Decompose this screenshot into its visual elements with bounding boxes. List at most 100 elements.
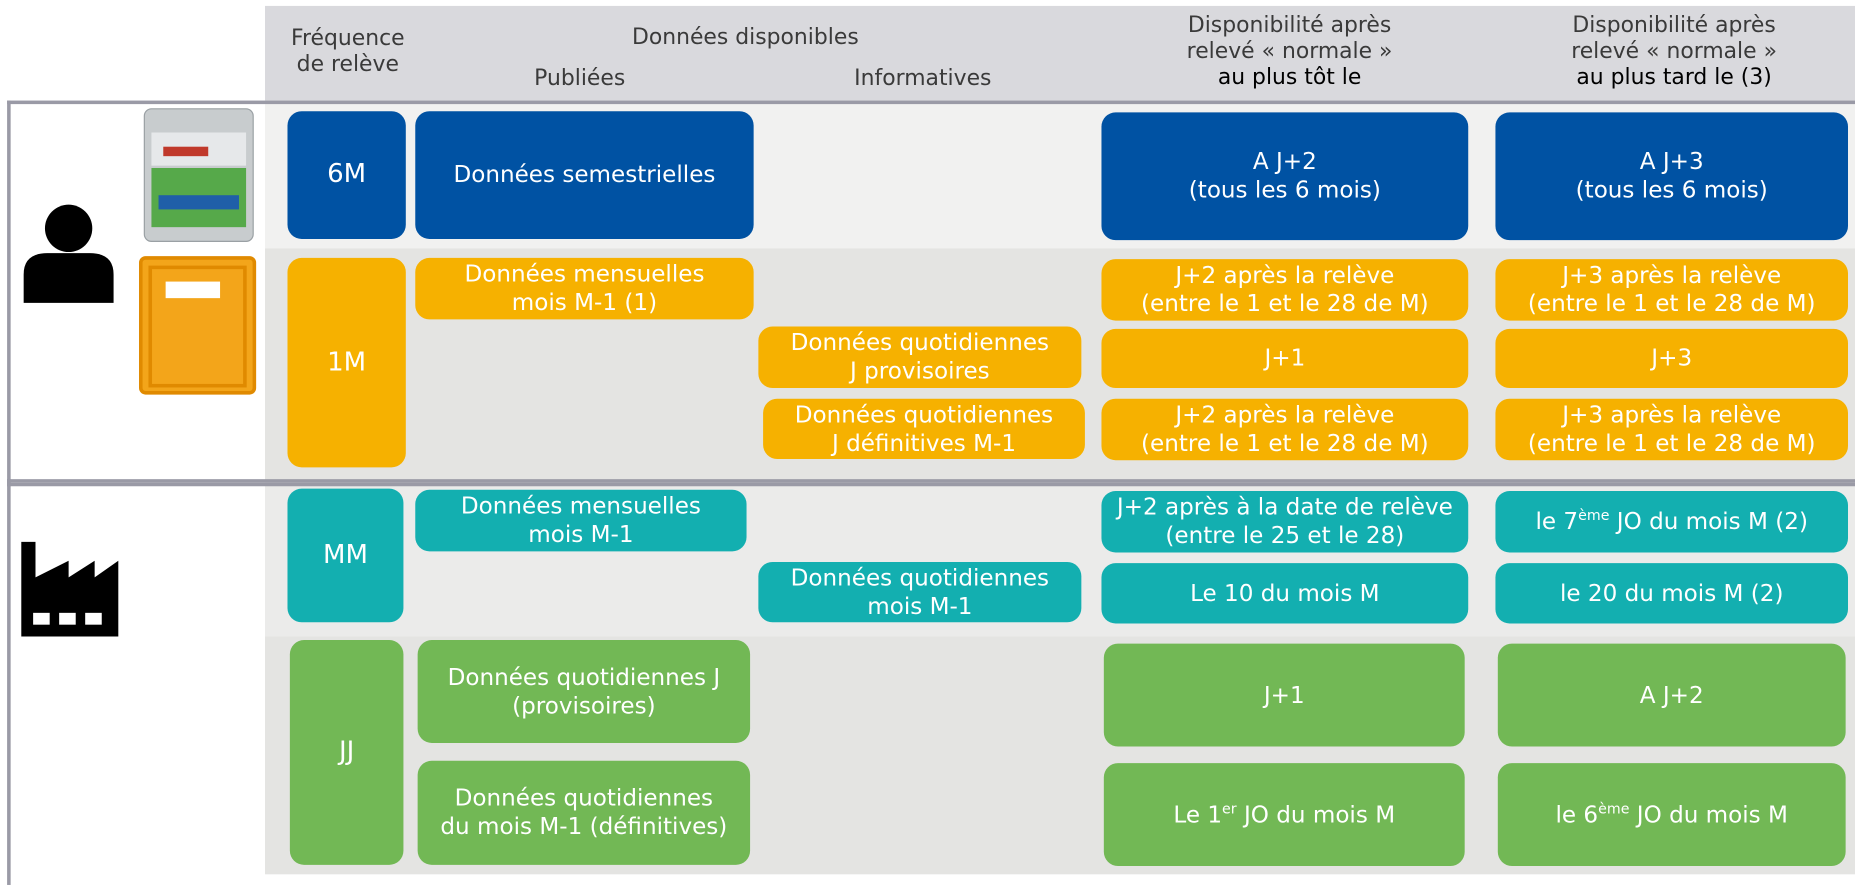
box-text: le 6 (1555, 800, 1599, 828)
box: Données mensuelles mois M-1 (1) (415, 257, 754, 320)
box-line: J+1 (1263, 680, 1305, 709)
factory-icon (21, 541, 119, 637)
header-band (265, 5, 1855, 101)
header-line: au plus tôt le (1217, 65, 1362, 90)
box: Données semestrielles (415, 111, 754, 239)
box-line: le 6ème JO du mois M (1555, 800, 1787, 828)
box-line: J+3 après la relève (1562, 261, 1782, 289)
box-line: Données mensuelles (464, 260, 705, 288)
box-line: (entre le 1 et le 28 de M) (1141, 289, 1429, 318)
superscript: ème (1598, 799, 1630, 817)
box-line: A J+2 (1639, 680, 1704, 709)
box-line: Données quotidiennes (790, 563, 1050, 591)
header-line: au plus tard le (3) (1576, 65, 1772, 90)
box-line: (entre le 25 et le 28) (1165, 521, 1405, 549)
header-line: Disponibilité après (1187, 13, 1392, 38)
box-line: (entre le 1 et le 28 de M) (1527, 289, 1816, 318)
box-line: J+1 (1264, 344, 1306, 372)
superscript: er (1222, 799, 1237, 817)
box-text: JO du mois M (1629, 800, 1788, 828)
gas-meter-icon (143, 108, 254, 242)
box-line: 1M (327, 347, 367, 377)
box: le 20 du mois M (2) (1495, 563, 1849, 624)
box-line: J+2 après à la date de relève (1116, 493, 1453, 521)
box-line: (provisoires) (512, 691, 656, 719)
box-text: le 7 (1535, 507, 1579, 535)
box: A J+2 (tous les 6 mois) (1101, 112, 1469, 241)
box: J+2 après la relève (entre le 1 et le 28 … (1101, 398, 1469, 461)
box: Données quotidiennes du mois M-1 (définit… (417, 760, 751, 865)
header-informative: Informatives (854, 66, 992, 92)
box-line: J+2 après la relève (1175, 261, 1395, 289)
box-line: mois M-1 (867, 592, 973, 620)
box-line: Données semestrielles (453, 160, 716, 189)
box: J+3 (1495, 328, 1849, 389)
box: A J+2 (1497, 643, 1846, 747)
box: Le 1er JO du mois M (1103, 763, 1465, 867)
box-line: (tous les 6 mois) (1575, 176, 1768, 204)
header-published: Publiées (534, 66, 626, 92)
box-line: A J+2 (1252, 147, 1317, 176)
smart-meter-icon (139, 256, 257, 395)
box-line: (entre le 1 et le 28 de M) (1527, 429, 1816, 457)
box: J+1 (1101, 328, 1469, 389)
box-line: du mois M-1 (définitives) (440, 812, 728, 841)
box-line: JJ (338, 737, 355, 767)
box: Données quotidiennes J provisoires (758, 326, 1082, 389)
box-line: A J+3 (1639, 147, 1704, 176)
box-line: mois M-1 (1) (511, 288, 658, 316)
header-line: Disponibilité après (1572, 13, 1776, 38)
box-line: mois M-1 (528, 520, 634, 548)
box-line: Le 10 du mois M (1190, 579, 1380, 607)
box: 6M (287, 111, 406, 239)
header-frequency: Fréquence de relève (274, 26, 421, 78)
box-line: Données quotidiennes J (447, 663, 721, 691)
box: Données quotidiennes J (provisoires) (417, 640, 751, 743)
box-line: Données mensuelles (460, 492, 701, 520)
superscript: ème (1578, 506, 1610, 524)
header-line: de relève (296, 52, 399, 77)
box-text: Le 1 (1173, 800, 1223, 828)
box: J+2 après à la date de relève (entre le 2… (1101, 490, 1469, 553)
box: MM (287, 488, 404, 623)
header-line: relevé « normale » (1571, 39, 1777, 64)
person-icon (23, 204, 114, 303)
box-line: J+3 après la relève (1562, 401, 1782, 429)
box-line: Données quotidiennes (790, 328, 1050, 357)
box: J+3 après la relève (entre le 1 et le 28 … (1495, 398, 1849, 461)
group-outline (7, 479, 1855, 885)
box: Données quotidiennes J définitives M-1 (763, 398, 1085, 460)
box: A J+3 (tous les 6 mois) (1495, 112, 1849, 241)
box: le 7ème JO du mois M (2) (1495, 490, 1849, 553)
box: Données quotidiennes mois M-1 (758, 561, 1082, 623)
box: J+3 après la relève (entre le 1 et le 28 … (1495, 259, 1849, 321)
box-line: J définitives M-1 (831, 428, 1017, 457)
box-line: Le 1er JO du mois M (1173, 800, 1395, 828)
box-line: le 7ème JO du mois M (2) (1535, 508, 1807, 536)
box: J+1 (1103, 643, 1465, 747)
box-line: 6M (327, 159, 367, 190)
box: 1M (287, 257, 406, 468)
header-available: Données disponibles (631, 24, 859, 50)
box: J+2 après la relève (entre le 1 et le 28 … (1101, 259, 1469, 321)
box: Le 10 du mois M (1101, 563, 1469, 624)
box-line: (tous les 6 mois) (1188, 176, 1381, 204)
box-text: JO du mois M (2) (1609, 507, 1808, 535)
header-line: Fréquence (291, 26, 405, 51)
box-line: J provisoires (850, 357, 990, 385)
box-line: J+3 (1651, 344, 1693, 372)
header-line: relevé « normale » (1186, 39, 1393, 64)
box: le 6ème JO du mois M (1497, 763, 1846, 867)
box-line: Données quotidiennes (454, 784, 714, 812)
header-latest: Disponibilité après relevé « normale » au … (1497, 13, 1852, 91)
group-outline (7, 100, 1855, 487)
box: JJ (289, 640, 404, 865)
box-text: JO du mois M (1236, 800, 1396, 828)
icons (21, 108, 257, 637)
box: Données mensuelles mois M-1 (415, 489, 747, 552)
box-line: le 20 du mois M (2) (1559, 579, 1784, 607)
box-line: Données quotidiennes (794, 400, 1054, 428)
box-line: (entre le 1 et le 28 de M) (1141, 429, 1429, 457)
